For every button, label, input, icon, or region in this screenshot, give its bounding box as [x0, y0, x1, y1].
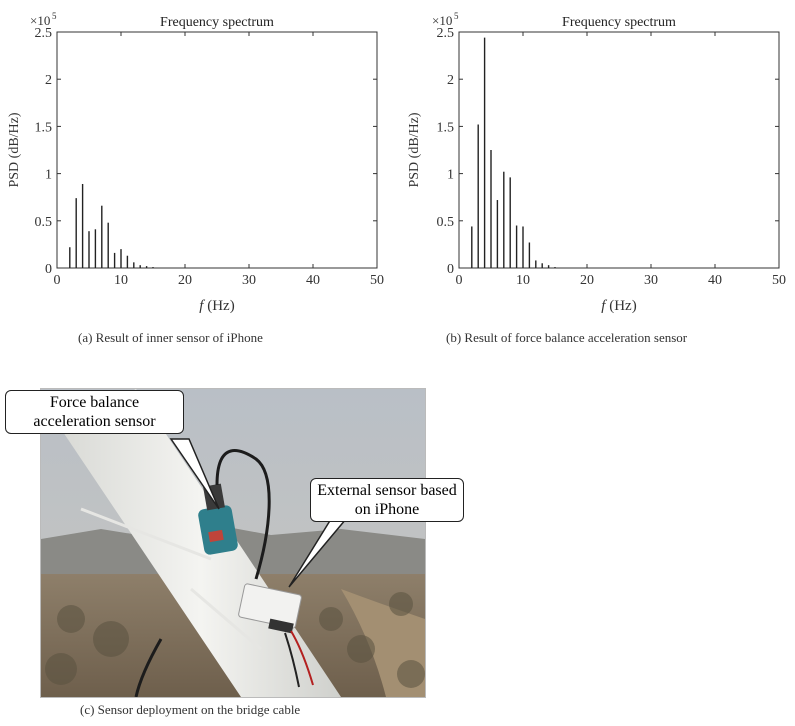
- wrap-tape: [80, 507, 212, 561]
- sensor-photo-drawing: [41, 389, 425, 697]
- y-tick-label: 1: [447, 168, 454, 183]
- chart-title: Frequency spectrum: [562, 15, 676, 30]
- y-tick-label: 1: [45, 168, 52, 183]
- chart-a: 0 10 20 30 40 50 0 0.5 1 1.5 2 2.5 Frequency spectru…: [7, 11, 384, 314]
- caption-a: (a) Result of inner sensor of iPhone: [78, 330, 263, 345]
- y-tick-label: 2: [45, 73, 52, 88]
- x-tick-label: 40: [708, 273, 722, 288]
- y-tick-label: 1.5: [35, 120, 53, 135]
- y-multiplier: ×10: [432, 13, 452, 28]
- y-axis-label: PSD (dB/Hz): [7, 112, 22, 187]
- sensor-photo: [40, 388, 426, 698]
- y-exponent: 5: [52, 11, 57, 21]
- chart-title: Frequency spectrum: [160, 15, 274, 30]
- x-tick-label: 10: [516, 273, 530, 288]
- y-axis-label: PSD (dB/Hz): [407, 112, 422, 187]
- plot-frame: [458, 31, 780, 269]
- x-tick-label: 20: [178, 273, 192, 288]
- x-tick-label: 30: [644, 273, 658, 288]
- iphone-external-sensor: [238, 583, 302, 629]
- x-axis-label: f (Hz): [199, 298, 234, 314]
- x-tick-label: 0: [54, 273, 61, 288]
- x-tick-label: 50: [370, 273, 384, 288]
- y-tick-label: 2.5: [35, 26, 53, 41]
- x-tick-label: 20: [580, 273, 594, 288]
- y-exponent: 5: [454, 11, 459, 21]
- x-tick-label: 50: [772, 273, 786, 288]
- y-multiplier: ×10: [30, 13, 50, 28]
- y-tick-label: 2: [447, 73, 454, 88]
- callout-external-sensor: External sensor based on iPhone: [310, 478, 464, 522]
- sensor-cable: [215, 449, 271, 580]
- x-tick-label: 0: [456, 273, 463, 288]
- y-tick-label: 2.5: [437, 26, 455, 41]
- plot-frame: [56, 31, 378, 269]
- x-axis-label: f (Hz): [601, 298, 636, 314]
- y-tick-label: 0.5: [437, 215, 455, 230]
- x-tick-label: 40: [306, 273, 320, 288]
- callout-force-balance: Force balance acceleration sensor: [5, 390, 184, 434]
- callout-pointers: [169, 438, 348, 588]
- y-tick-label: 0: [45, 262, 52, 277]
- y-tick-label: 0: [447, 262, 454, 277]
- force-balance-sensor: [198, 505, 238, 555]
- caption-c: (c) Sensor deployment on the bridge cabl…: [80, 702, 301, 717]
- chart-b: 0 10 20 30 40 50 0 0.5 1 1.5 2 2.5 Frequency spectru…: [407, 11, 786, 314]
- y-tick-label: 1.5: [437, 120, 455, 135]
- caption-b: (b) Result of force balance acceleration…: [446, 330, 688, 345]
- x-tick-label: 10: [114, 273, 128, 288]
- y-tick-label: 0.5: [35, 215, 53, 230]
- x-tick-label: 30: [242, 273, 256, 288]
